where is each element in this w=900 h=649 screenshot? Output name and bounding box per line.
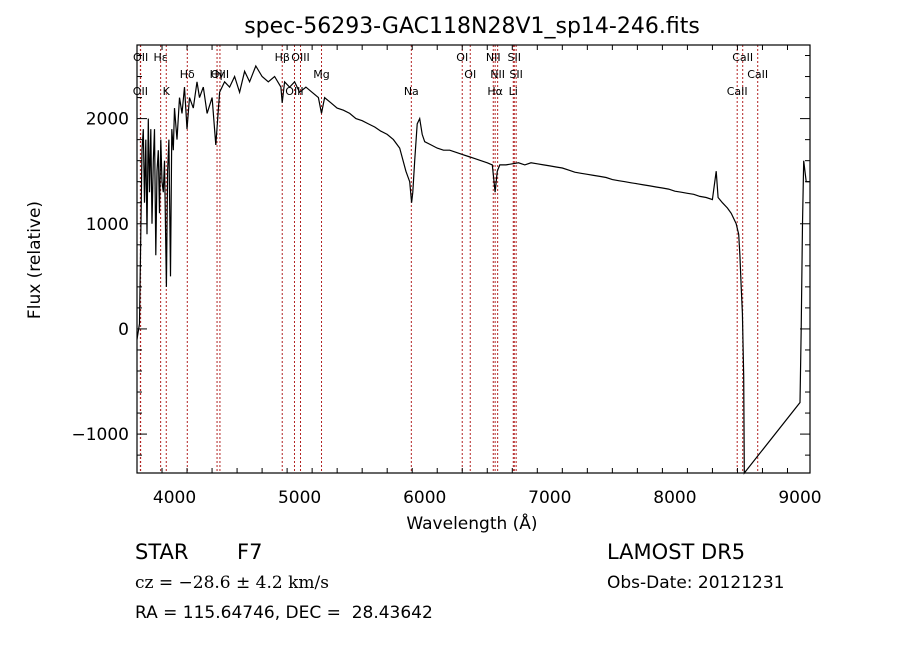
plot-frame <box>136 44 811 474</box>
line-marker-label: OII <box>133 51 148 64</box>
line-marker-label: SII <box>508 51 521 64</box>
line-marker-label: Hβ <box>275 51 290 64</box>
line-marker-label: Hδ <box>180 68 195 81</box>
flux-series-line <box>136 64 810 475</box>
line-marker-label: OIII <box>211 68 229 81</box>
line-marker-label: OI <box>456 51 468 64</box>
x-tick-label: 7000 <box>528 488 571 508</box>
line-marker-labels: Hβ Hδ K Hε Hγ OII OII OIII OIII OIII Mg Na OI OI Hα NII… <box>133 51 768 98</box>
x-tick-label: 5000 <box>278 488 321 508</box>
line-marker-label: Mg <box>313 68 329 81</box>
x-axis: 4000 5000 6000 7000 8000 9000 <box>136 45 822 508</box>
y-tick-label: 2000 <box>86 110 129 130</box>
line-marker-label: Hγ <box>210 68 225 81</box>
y-axis: −1000 0 1000 2000 <box>71 55 810 456</box>
line-marker-label: SII <box>509 68 522 81</box>
y-tick-label: 0 <box>118 320 129 340</box>
obs-date-readout: Obs-Date: 20121231 <box>607 573 785 593</box>
y-axis-label: Flux (relative) <box>25 201 45 319</box>
line-marker-label: OIII <box>285 85 303 98</box>
coordinates-readout: RA = 115.64746, DEC = 28.43642 <box>135 603 433 623</box>
line-marker-label: OIII <box>291 51 309 64</box>
line-marker-label: CaII <box>747 68 768 81</box>
line-markers <box>139 45 759 473</box>
y-tick-label: 1000 <box>86 215 129 235</box>
object-subclass: F7 <box>237 540 263 564</box>
object-class-label: STAR <box>135 540 189 564</box>
line-marker-label: OII <box>133 85 148 98</box>
x-tick-label: 9000 <box>778 488 821 508</box>
line-marker-label: NII <box>486 51 501 64</box>
survey-label: LAMOST DR5 <box>607 540 746 564</box>
line-marker-label: Li <box>509 85 518 98</box>
y-tick-label: −1000 <box>71 425 129 445</box>
redshift-readout: cz = −28.6 ± 4.2 km/s <box>135 573 329 593</box>
line-marker-label: CaII <box>727 85 748 98</box>
line-marker-label: Na <box>404 85 419 98</box>
line-marker-label: Hε <box>154 51 168 64</box>
chart-title: spec-56293-GAC118N28V1_sp14-246.fits <box>244 14 700 39</box>
x-tick-label: 4000 <box>153 488 196 508</box>
line-marker-label: OI <box>464 68 476 81</box>
line-marker-label: Hα <box>487 85 503 98</box>
x-tick-label: 6000 <box>403 488 446 508</box>
line-marker-label: K <box>163 85 171 98</box>
x-axis-label: Wavelength (Å) <box>406 512 537 534</box>
line-marker-label: CaII <box>732 51 753 64</box>
line-marker-label: NII <box>490 68 505 81</box>
x-tick-label: 8000 <box>653 488 696 508</box>
